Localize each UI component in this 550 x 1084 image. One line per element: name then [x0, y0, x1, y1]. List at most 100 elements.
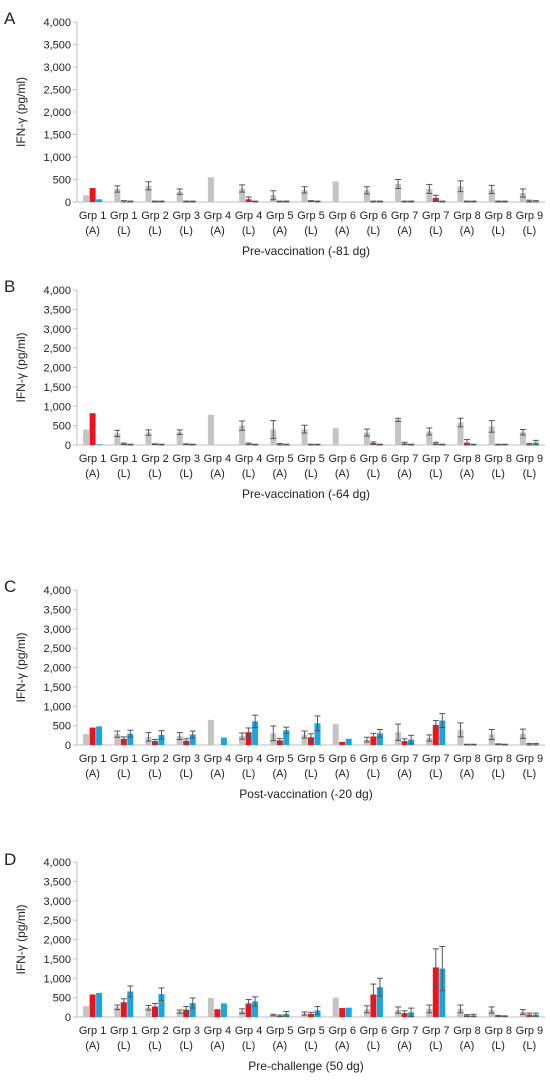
x-tick-label: Grp 8 — [453, 1025, 481, 1037]
gray-bar — [207, 998, 214, 1017]
x-tick-label: Grp 1 — [79, 1025, 107, 1037]
gray-bar — [207, 719, 214, 745]
x-tick-label: Grp 6 — [360, 1025, 388, 1037]
x-tick-label-sub: (A) — [397, 225, 412, 237]
x-tick-label: Grp 8 — [484, 753, 512, 765]
x-tick-label: Grp 5 — [297, 753, 325, 765]
gray-bar — [239, 1011, 246, 1017]
red-bar — [89, 188, 96, 202]
x-tick-label: Grp 5 — [266, 210, 294, 222]
x-tick-label: Grp 6 — [328, 453, 356, 465]
x-tick-label-sub: (A) — [397, 768, 412, 780]
x-tick-label-sub: (L) — [117, 768, 130, 780]
gray-bar — [426, 188, 433, 202]
x-tick-label-sub: (L) — [429, 468, 442, 480]
x-tick-label-sub: (L) — [179, 468, 192, 480]
x-tick-label: Grp 1 — [110, 210, 138, 222]
x-tick-label: Grp 2 — [141, 1025, 169, 1037]
gray-bar — [145, 432, 152, 445]
y-tick-label: 2,000 — [43, 663, 71, 675]
x-tick-label-sub: (A) — [85, 225, 100, 237]
x-tick-label-sub: (L) — [523, 768, 536, 780]
x-tick-label-sub: (L) — [491, 468, 504, 480]
blue-bar — [127, 991, 134, 1017]
y-axis-label: IFN-γ (pg/ml) — [14, 77, 28, 147]
gray-bar — [457, 729, 464, 745]
panel-c: C 0 500 1,000 1,500 2,000 2,500 3,000 3,500 4,000… — [4, 577, 545, 801]
x-tick-label: Grp 9 — [516, 210, 544, 222]
y-axis-label: IFN-γ (pg/ml) — [14, 633, 28, 703]
x-tick-label-sub: (L) — [523, 468, 536, 480]
red-bar — [120, 1002, 127, 1017]
red-bar — [339, 741, 346, 745]
x-tick-label: Grp 3 — [172, 453, 200, 465]
panel-label: C — [4, 577, 16, 596]
x-tick-label-sub: (A) — [460, 1040, 475, 1052]
x-tick-label-sub: (A) — [272, 768, 287, 780]
x-tick-label: Grp 8 — [484, 210, 512, 222]
x-tick-label: Grp 2 — [141, 210, 169, 222]
blue-bar — [220, 1003, 227, 1017]
x-tick-label: Grp 4 — [235, 753, 263, 765]
blue-bar — [252, 1001, 259, 1017]
y-tick-label: 500 — [53, 421, 71, 433]
gray-bar — [176, 191, 183, 202]
red-bar — [370, 994, 377, 1017]
gray-bar — [488, 189, 495, 202]
x-tick-label-sub: (A) — [460, 225, 475, 237]
x-tick-label-sub: (L) — [304, 225, 317, 237]
x-tick-label-sub: (L) — [179, 768, 192, 780]
blue-bar — [158, 994, 165, 1017]
y-tick-label: 2,500 — [43, 915, 71, 927]
y-tick-label: 0 — [65, 740, 71, 752]
gray-bar — [145, 185, 152, 202]
x-tick-label-sub: (L) — [148, 1040, 161, 1052]
gray-bar — [83, 734, 90, 745]
y-tick-label: 3,500 — [43, 604, 71, 616]
gray-bar — [114, 188, 121, 202]
y-tick-label: 0 — [65, 440, 71, 452]
x-tick-label-sub: (A) — [85, 1040, 100, 1052]
y-tick-label: 0 — [65, 197, 71, 209]
y-tick-label: 500 — [53, 993, 71, 1005]
red-bar — [183, 1009, 190, 1017]
y-axis-label: IFN-γ (pg/ml) — [14, 905, 28, 975]
blue-bar — [96, 726, 103, 745]
red-bar — [89, 413, 96, 445]
y-tick-label: 1,500 — [43, 382, 71, 394]
x-tick-label: Grp 2 — [141, 453, 169, 465]
x-tick-label: Grp 6 — [328, 753, 356, 765]
x-tick-label-sub: (A) — [397, 468, 412, 480]
panel-d: D 0 500 1,000 1,500 2,000 2,500 3,000 3,500 4,000… — [4, 850, 545, 1073]
x-tick-label-sub: (L) — [491, 768, 504, 780]
y-tick-label: 4,000 — [43, 17, 71, 29]
gray-bar — [301, 189, 308, 202]
x-tick-label: Grp 1 — [79, 453, 107, 465]
gray-bar — [519, 432, 526, 445]
red-bar — [370, 736, 377, 745]
x-tick-label-sub: (A) — [335, 768, 350, 780]
blue-bar — [376, 733, 383, 745]
x-tick-label: Grp 6 — [328, 210, 356, 222]
gray-bar — [239, 736, 246, 745]
red-bar — [432, 967, 439, 1017]
blue-bar — [96, 199, 103, 202]
x-tick-label: Grp 4 — [204, 210, 232, 222]
x-tick-label: Grp 1 — [110, 453, 138, 465]
x-tick-label: Grp 1 — [110, 753, 138, 765]
gray-bar — [332, 724, 339, 745]
x-tick-label: Grp 4 — [204, 453, 232, 465]
x-tick-label-sub: (A) — [335, 225, 350, 237]
x-tick-label-sub: (A) — [397, 1040, 412, 1052]
x-tick-label: Grp 8 — [453, 210, 481, 222]
y-tick-label: 2,500 — [43, 343, 71, 355]
x-tick-label-sub: (L) — [148, 768, 161, 780]
y-tick-label: 1,500 — [43, 130, 71, 142]
x-tick-label-sub: (A) — [210, 225, 225, 237]
blue-bar — [376, 987, 383, 1017]
red-bar — [214, 1009, 221, 1017]
x-tick-label-sub: (L) — [304, 1040, 317, 1052]
x-tick-label-sub: (L) — [179, 225, 192, 237]
x-tick-label: Grp 5 — [266, 753, 294, 765]
